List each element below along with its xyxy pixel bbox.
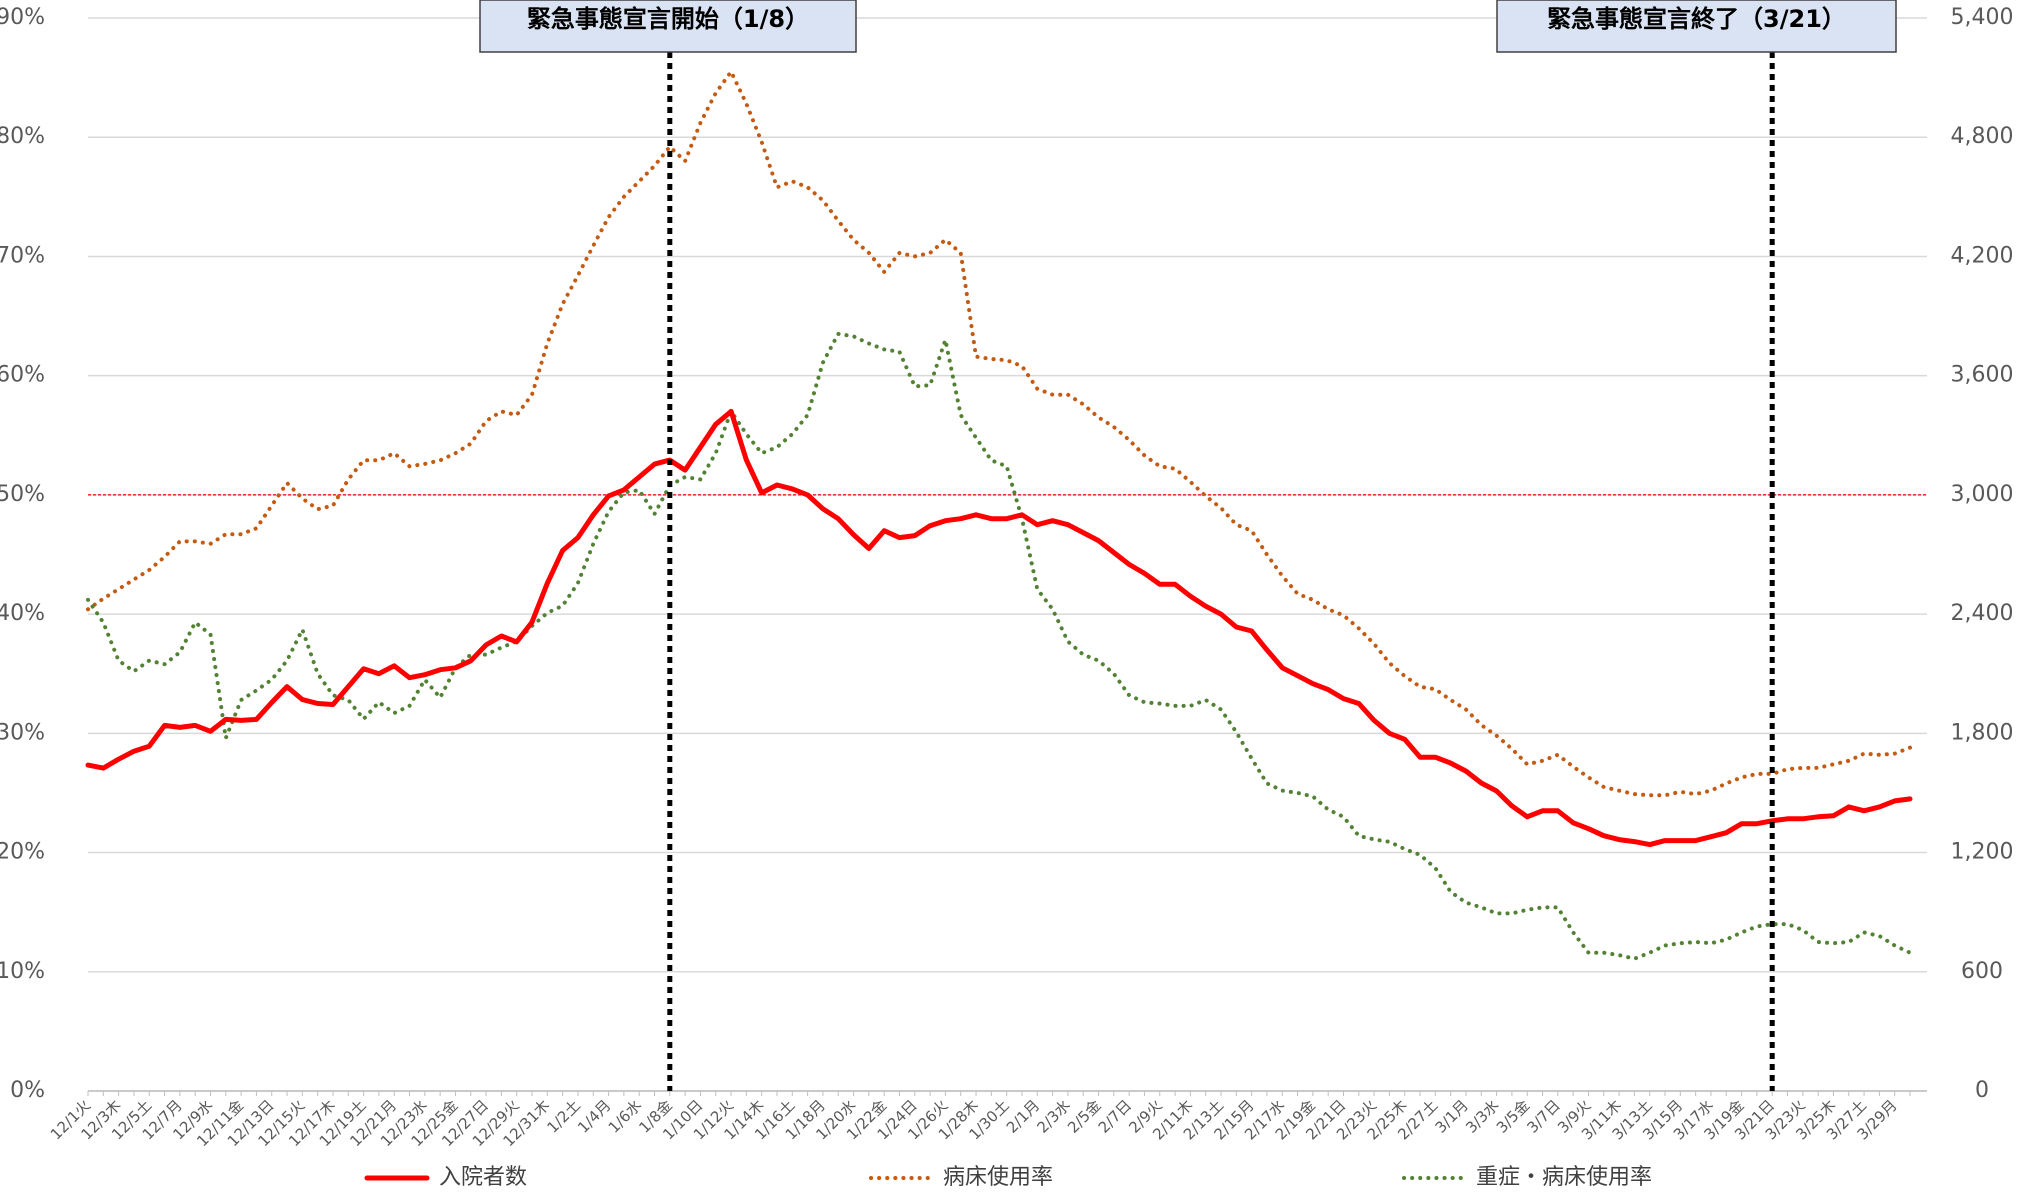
x-tick-label: 3/7日 bbox=[1523, 1096, 1563, 1136]
y2-tick-label: 3,000 bbox=[1951, 482, 2014, 507]
annotation-text: 緊急事態宣言開始（1/8） bbox=[527, 5, 809, 33]
y-tick-label: 80% bbox=[0, 124, 45, 149]
y-tick-label: 30% bbox=[0, 720, 45, 745]
series-line bbox=[86, 69, 1912, 798]
x-tick-label: 1/4月 bbox=[574, 1096, 614, 1136]
x-tick-label: 3/3水 bbox=[1462, 1096, 1502, 1136]
x-tick-label: 1/2土 bbox=[544, 1096, 584, 1136]
y2-tick-label: 4,200 bbox=[1951, 243, 2014, 268]
legend-label: 重症・病床使用率 bbox=[1476, 1165, 1652, 1190]
y-tick-label: 60% bbox=[0, 363, 45, 388]
y2-tick-label: 2,400 bbox=[1951, 601, 2014, 626]
y2-tick-label: 3,600 bbox=[1951, 363, 2014, 388]
y2-tick-label: 4,800 bbox=[1951, 124, 2014, 149]
y-tick-label: 0% bbox=[10, 1078, 45, 1103]
y-tick-label: 90% bbox=[0, 5, 45, 30]
x-tick-label: 2/7日 bbox=[1095, 1096, 1135, 1136]
y-tick-label: 20% bbox=[0, 840, 45, 865]
x-tick-label: 2/5金 bbox=[1064, 1096, 1104, 1136]
y2-tick-label: 0 bbox=[1975, 1078, 1989, 1103]
y-tick-label: 70% bbox=[0, 243, 45, 268]
y2-tick-label: 1,200 bbox=[1951, 840, 2014, 865]
x-tick-label: 2/1月 bbox=[1003, 1096, 1043, 1136]
annotation-box bbox=[479, 0, 857, 53]
annotation-box bbox=[1496, 0, 1897, 53]
legend-label: 病床使用率 bbox=[943, 1165, 1053, 1190]
y2-tick-label: 1,800 bbox=[1951, 720, 2014, 745]
y2-tick-label: 5,400 bbox=[1951, 5, 2014, 30]
y-tick-label: 10% bbox=[0, 959, 45, 984]
y-tick-label: 50% bbox=[0, 482, 45, 507]
series-line bbox=[86, 331, 1912, 961]
legend-label: 入院者数 bbox=[439, 1165, 527, 1190]
x-tick-label: 3/5金 bbox=[1493, 1096, 1533, 1136]
y2-tick-label: 600 bbox=[1961, 959, 2003, 984]
series-line bbox=[85, 408, 1913, 848]
x-tick-label: 3/1月 bbox=[1432, 1096, 1472, 1136]
x-tick-label: 2/3水 bbox=[1033, 1096, 1073, 1136]
y-tick-label: 40% bbox=[0, 601, 45, 626]
annotation-text: 緊急事態宣言終了（3/21） bbox=[1547, 5, 1846, 33]
x-tick-label: 1/6水 bbox=[605, 1096, 645, 1136]
